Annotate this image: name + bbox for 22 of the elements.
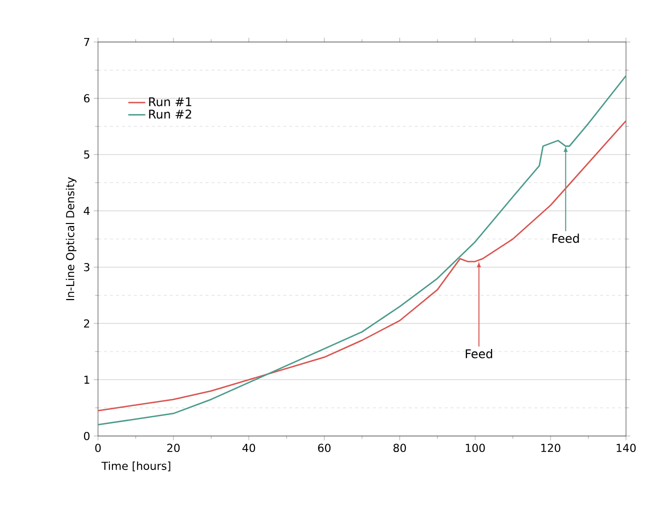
- x-tick-label: 120: [541, 444, 560, 452]
- y-tick-label: 4: [84, 206, 90, 215]
- x-axis-title: Time [hours]: [101, 462, 170, 472]
- x-tick-label: 20: [167, 444, 180, 452]
- y-tick-label: 1: [84, 376, 90, 384]
- x-tick-label: 40: [242, 444, 256, 452]
- y-axis-title: In-Line Optical Density: [66, 177, 76, 300]
- y-tick-label: 6: [84, 94, 90, 102]
- y-tick-label: 5: [84, 150, 90, 159]
- annotation: Feed: [466, 349, 492, 358]
- x-tick-label: 60: [318, 444, 331, 452]
- annotation: Feed: [552, 234, 579, 243]
- y-tick-label: 7: [84, 38, 90, 46]
- x-tick-label: 0: [95, 444, 101, 452]
- legend-label: Run #2: [149, 110, 192, 119]
- y-tick-label: 2: [84, 319, 90, 328]
- x-tick-label: 100: [466, 444, 485, 452]
- y-tick-label: 0: [84, 432, 90, 440]
- x-tick-label: 140: [616, 444, 636, 452]
- x-tick-label: 80: [393, 444, 406, 452]
- legend-label: Run #1: [149, 97, 192, 106]
- y-tick-label: 3: [84, 263, 90, 272]
